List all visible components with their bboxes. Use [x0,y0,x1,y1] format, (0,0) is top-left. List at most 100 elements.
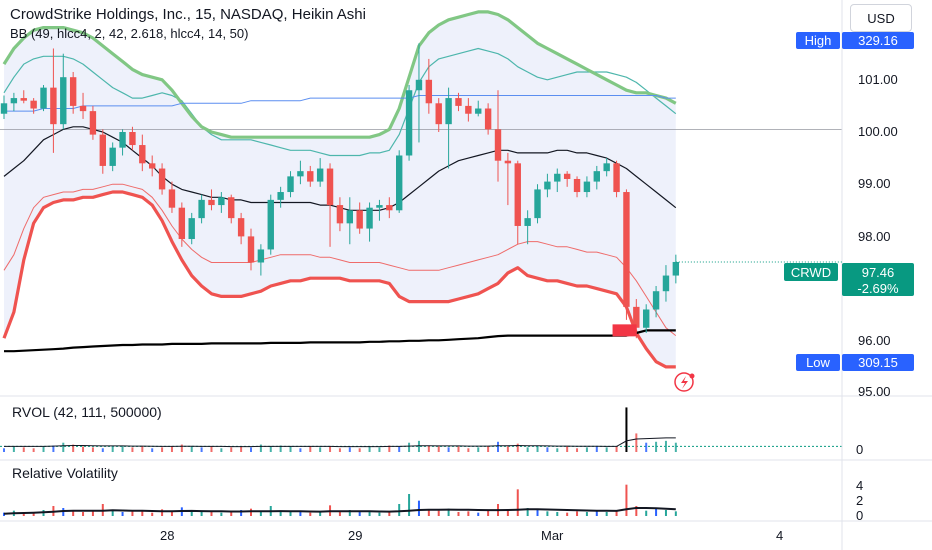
rvol-bar [259,444,262,452]
relvol-bar [605,512,608,516]
candle-body [405,90,413,156]
rvol-bar [516,443,519,452]
price-tick: 98.00 [858,229,891,244]
candle-body [277,192,284,200]
rvol-bar [625,407,628,452]
rvol-bar [358,448,361,452]
relvol-bar [427,509,430,516]
rvol-bar [674,442,677,452]
rvol-bar [161,447,164,452]
relvol-bar [556,512,559,516]
rvol-bar [141,446,144,452]
relvol-bar [121,512,124,516]
rvol-bar [427,445,430,452]
rvol-bar [42,446,45,452]
relvol-bar [338,511,341,516]
candle-body [455,98,462,106]
rvol-bar [170,446,173,452]
rvol-bar [585,447,588,452]
rvol-bar [437,446,440,452]
candle-body [316,168,324,182]
candle-body [484,108,492,130]
relvol-bar [368,510,371,516]
indicator-legend-bb[interactable]: BB (49, hlcc4, 2, 42, 2.618, hlcc4, 14, … [10,26,249,41]
candle-body [40,87,47,109]
candle-body [573,178,581,193]
candle-body [603,163,610,172]
candle-body [208,199,215,206]
relvol-bar [279,510,282,516]
rvol-bar [605,447,608,452]
relvol-bar [487,510,490,516]
rvol-bar [289,446,292,452]
candle-body [366,207,373,229]
relvol-bar [566,512,569,516]
candle-body [583,181,591,193]
rvol-bar [635,433,638,452]
currency-button[interactable]: USD [850,4,912,32]
rvol-bar [615,446,618,452]
relvol-bar [398,504,401,516]
upper-reference-line [4,95,676,112]
relvol-pane-title[interactable]: Relative Volatility [12,465,118,481]
rvol-bar [447,447,450,452]
candle-body [643,309,650,328]
bb-upper-inner-line [3,47,677,157]
event-dot [689,373,695,379]
candle-body [356,210,363,229]
chart-title: CrowdStrike Holdings, Inc., 15, NASDAQ, … [10,6,366,23]
relvol-bar [3,512,5,516]
rvol-bar [220,448,223,452]
candle-body [69,77,77,106]
candle-body [0,103,8,114]
candle-body [336,205,344,224]
candle-body [178,207,186,240]
rvol-bar [269,446,272,452]
candle-body [99,134,106,166]
long-term-average-line [4,329,676,353]
price-tick: 96.00 [858,333,891,348]
rvol-bar [151,448,154,452]
alert-marker [612,324,637,337]
relvol-bar [388,512,391,516]
candle-body [188,218,195,240]
relvol-bar [457,512,460,516]
candle-body [623,192,630,307]
candle-body [504,160,512,164]
candle-body [89,111,97,135]
candle-body [376,205,383,208]
rvol-bar [457,446,460,452]
candle-body [445,98,452,125]
relvol-bar [72,510,75,516]
relvol-bar [447,508,450,516]
rvol-bar [101,448,104,452]
rvol-bar [22,447,25,452]
rvol-bar [210,446,213,452]
relvol-bar [82,512,85,516]
relvol-bar [437,510,440,516]
relvol-bar [635,506,638,516]
relvol-bar [576,511,579,516]
relvol-bar [200,512,203,516]
rvol-bar [91,447,94,452]
relvol-bar [417,500,420,516]
relvol-bar [516,489,519,516]
rvol-pane-title[interactable]: RVOL (42, 111, 500000) [12,404,162,420]
rvol-bar [576,448,579,452]
candle-body [524,218,531,226]
relvol-bar [674,511,677,516]
relvol-bar [664,510,667,516]
candle-body [593,171,600,182]
candle-body [396,155,403,211]
time-tick: 29 [348,528,363,543]
rvol-bar [250,447,252,452]
relvol-tick: 0 [856,508,864,523]
relvol-bar [299,511,302,516]
rvol-bar [309,446,312,452]
candle-body [10,98,18,104]
symbol-tag: CRWD [784,263,838,281]
candle-body [149,163,156,169]
rvol-bar [200,447,203,452]
rvol-bar [299,448,302,452]
